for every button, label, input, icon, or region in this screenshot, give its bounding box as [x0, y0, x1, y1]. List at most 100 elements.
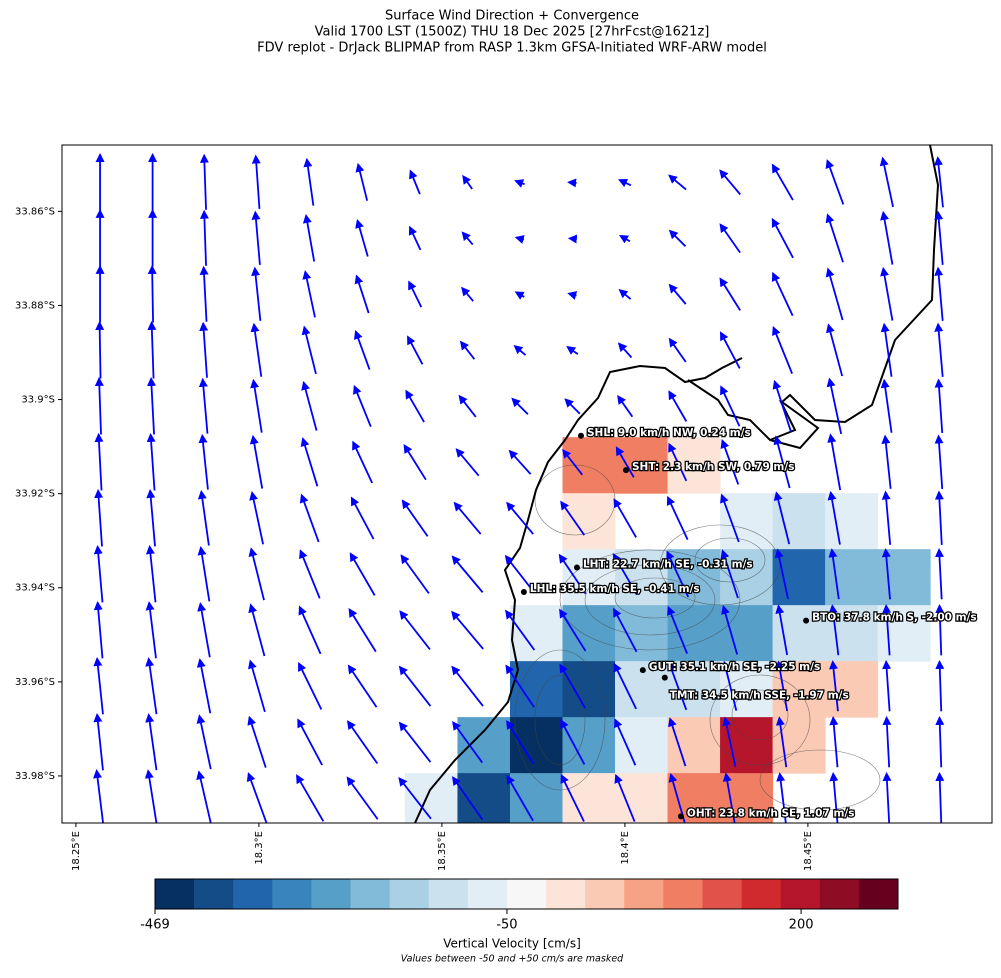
- velocity-cell: [720, 717, 774, 774]
- wind-arrow: [451, 555, 484, 593]
- wind-arrow: [508, 831, 533, 878]
- y-tick-label: 33.94°S: [15, 583, 55, 594]
- wind-arrow: [567, 291, 578, 300]
- wind-arrow: [720, 549, 739, 599]
- velocity-cell: [615, 605, 669, 662]
- wind-arrow: [775, 604, 789, 656]
- x-tick-label: 18.3°E: [254, 831, 265, 865]
- velocity-cell: [825, 493, 879, 550]
- wind-arrow: [93, 713, 104, 771]
- wind-arrow: [558, 553, 587, 595]
- wind-arrow: [354, 329, 371, 370]
- wind-arrow: [247, 715, 267, 768]
- wind-arrow: [93, 600, 104, 659]
- wind-arrow: [147, 264, 157, 323]
- wind-arrow: [196, 658, 212, 714]
- wind-arrow: [720, 493, 740, 543]
- colorbar-swatch: [663, 879, 703, 909]
- wind-arrow: [560, 773, 585, 822]
- wind-arrow: [559, 608, 587, 652]
- colorbar-swatch: [194, 879, 234, 909]
- wind-arrow: [505, 609, 536, 651]
- colorbar-swatch: [272, 879, 312, 909]
- station-dot: [677, 813, 684, 820]
- wind-arrow: [146, 488, 156, 547]
- wind-arrow: [297, 718, 323, 766]
- wind-arrow: [882, 715, 892, 768]
- wind-arrow: [197, 546, 211, 602]
- velocity-cell: [562, 493, 616, 550]
- station-label: SHT: 2.3 km/h SW, 0.79 m/s: [632, 461, 794, 473]
- wind-arrow: [880, 378, 893, 433]
- plot-area: [93, 145, 945, 880]
- wind-arrow: [668, 717, 687, 767]
- wind-arrow: [613, 498, 637, 538]
- title-line: FDV replot - DrJack BLIPMAP from RASP 1.…: [257, 41, 767, 56]
- wind-arrow: [666, 495, 689, 541]
- wind-arrow: [248, 547, 265, 601]
- wind-arrow: [934, 210, 944, 265]
- wind-arrow: [934, 434, 944, 489]
- velocity-cell: [667, 605, 721, 662]
- wind-arrow: [346, 776, 379, 820]
- wind-arrow: [249, 434, 264, 489]
- station-dot: [661, 674, 668, 681]
- station-label: LHL: 35.5 km/h SE, -0.41 m/s: [530, 583, 700, 595]
- wind-arrow: [880, 266, 894, 321]
- wind-arrow: [934, 378, 944, 433]
- wind-arrow: [780, 830, 785, 879]
- wind-arrow: [347, 833, 379, 875]
- wind-arrow: [246, 772, 268, 823]
- station-dot: [577, 432, 584, 439]
- x-tick-label: 18.45°E: [803, 831, 814, 871]
- velocity-cell: [562, 773, 616, 823]
- velocity-cell: [772, 605, 826, 662]
- colorbar-swatch: [702, 879, 742, 909]
- colorbar-note: Values between -50 and +50 cm/s are mask…: [401, 954, 624, 965]
- wind-arrow: [303, 157, 315, 206]
- wind-arrow: [672, 830, 684, 878]
- wind-arrow: [94, 376, 104, 435]
- velocity-cell: [509, 605, 564, 662]
- wind-arrow: [829, 660, 839, 712]
- wind-arrow: [772, 325, 793, 374]
- wind-arrow: [826, 377, 843, 435]
- wind-arrow: [825, 159, 845, 205]
- wind-arrow: [349, 552, 376, 596]
- wind-arrow: [147, 320, 157, 379]
- velocity-cell: [772, 549, 826, 606]
- colorbar-tick-label: -469: [140, 918, 170, 933]
- station-label: BTO: 37.8 km/h S, -2.00 m/s: [812, 612, 977, 624]
- wind-arrow: [772, 379, 792, 432]
- wind-arrow: [248, 659, 266, 713]
- wind-arrow: [398, 776, 432, 820]
- wind-arrow: [882, 771, 892, 823]
- velocity-cell: [562, 605, 616, 662]
- colorbar-swatch: [428, 879, 469, 909]
- wind-arrow: [940, 830, 942, 880]
- velocity-cell: [720, 493, 774, 550]
- wind-arrow: [94, 488, 104, 547]
- wind-arrow: [452, 776, 484, 820]
- wind-arrow: [451, 665, 484, 707]
- wind-arrow: [199, 209, 209, 266]
- station-dot: [520, 588, 527, 595]
- wind-arrow: [199, 153, 209, 210]
- plot-frame: [61, 144, 993, 824]
- velocity-cell: [667, 773, 721, 823]
- wind-arrow: [721, 604, 739, 655]
- wind-arrow: [513, 344, 527, 356]
- wind-arrow: [613, 607, 638, 653]
- wind-arrow: [773, 491, 791, 545]
- title-line: Valid 1700 LST (1500Z) THU 18 Dec 2025 […: [315, 25, 710, 40]
- station-dot: [573, 564, 580, 571]
- wind-arrow: [251, 154, 261, 209]
- wind-arrow: [935, 771, 945, 823]
- velocity-cell: [615, 717, 669, 774]
- wind-arrow: [451, 610, 484, 650]
- wind-arrow: [882, 660, 892, 712]
- wind-arrow: [350, 496, 375, 540]
- wind-arrow: [722, 716, 737, 767]
- wind-arrow: [197, 602, 211, 658]
- velocity-cell: [720, 605, 774, 662]
